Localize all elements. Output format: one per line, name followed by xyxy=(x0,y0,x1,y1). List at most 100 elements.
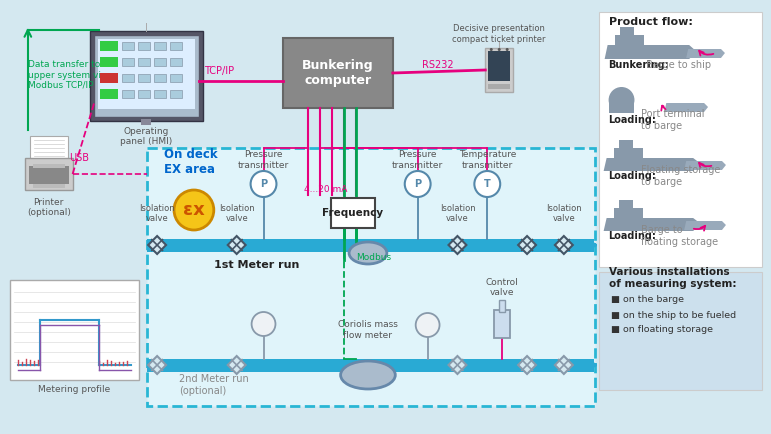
Polygon shape xyxy=(148,356,166,374)
Bar xyxy=(170,42,182,50)
Text: ■ on the ship to be fueled: ■ on the ship to be fueled xyxy=(611,310,736,319)
Bar xyxy=(147,148,594,406)
Bar xyxy=(100,89,118,99)
Bar xyxy=(618,140,634,150)
Text: Modbus: Modbus xyxy=(356,253,391,262)
Bar xyxy=(100,57,118,67)
Bar xyxy=(147,239,594,252)
Text: Data transfer to
upper system via
Modbus TCP/IP: Data transfer to upper system via Modbus… xyxy=(28,60,106,90)
Text: ■ on the barge: ■ on the barge xyxy=(611,296,684,305)
Circle shape xyxy=(416,313,439,337)
Polygon shape xyxy=(449,356,466,374)
Text: P: P xyxy=(260,179,267,189)
Bar xyxy=(100,41,118,51)
Polygon shape xyxy=(684,221,726,230)
Bar xyxy=(100,73,118,83)
Bar xyxy=(614,35,645,47)
Circle shape xyxy=(490,48,493,51)
Bar xyxy=(598,272,762,390)
Text: Metering profile: Metering profile xyxy=(39,385,111,395)
Text: Product flow:: Product flow: xyxy=(608,17,692,27)
FancyArrowPatch shape xyxy=(699,51,713,56)
Bar xyxy=(488,84,510,89)
Bar xyxy=(29,166,69,184)
Circle shape xyxy=(498,48,500,51)
Text: Various installations
of measuring system:: Various installations of measuring syste… xyxy=(608,267,736,289)
Bar xyxy=(348,241,388,249)
Polygon shape xyxy=(449,236,466,254)
Bar xyxy=(33,184,65,188)
Bar xyxy=(485,48,513,92)
Polygon shape xyxy=(518,236,536,254)
Bar xyxy=(138,58,150,66)
Bar xyxy=(284,38,392,108)
Text: Printer
(optional): Printer (optional) xyxy=(27,198,71,217)
Text: Frequency: Frequency xyxy=(322,208,384,218)
Bar xyxy=(170,58,182,66)
Text: Isolation
valve: Isolation valve xyxy=(219,204,254,223)
Text: Barge to
floating storage: Barge to floating storage xyxy=(641,225,719,247)
Polygon shape xyxy=(227,236,246,254)
Bar xyxy=(154,42,166,50)
Text: Control
valve: Control valve xyxy=(486,278,519,297)
Text: Isolation
valve: Isolation valve xyxy=(140,204,175,223)
Bar xyxy=(614,148,644,160)
Text: Loading:: Loading: xyxy=(608,171,656,181)
Polygon shape xyxy=(148,236,166,254)
Bar xyxy=(154,90,166,98)
Bar xyxy=(95,35,199,117)
Text: 4...20 mA: 4...20 mA xyxy=(305,185,348,194)
FancyArrowPatch shape xyxy=(662,105,665,111)
Polygon shape xyxy=(604,218,701,231)
Bar xyxy=(614,208,644,220)
Text: Temperature
transmitter: Temperature transmitter xyxy=(459,150,516,170)
Polygon shape xyxy=(518,356,536,374)
Polygon shape xyxy=(555,236,573,254)
Text: RS232: RS232 xyxy=(422,60,453,70)
Bar xyxy=(25,158,72,190)
Text: ■ on floating storage: ■ on floating storage xyxy=(611,326,712,335)
Bar xyxy=(598,12,762,267)
Text: Isolation
valve: Isolation valve xyxy=(546,204,581,223)
Circle shape xyxy=(405,171,430,197)
Polygon shape xyxy=(684,161,726,170)
Text: T: T xyxy=(484,179,490,189)
Polygon shape xyxy=(227,356,246,374)
Circle shape xyxy=(174,190,214,230)
Bar xyxy=(499,300,505,312)
Text: TCP/IP: TCP/IP xyxy=(204,66,234,76)
Circle shape xyxy=(474,171,500,197)
Polygon shape xyxy=(604,158,701,171)
Bar xyxy=(608,100,635,113)
Bar xyxy=(10,280,140,380)
Bar xyxy=(147,359,594,372)
Text: 2nd Meter run
(optional): 2nd Meter run (optional) xyxy=(179,374,249,396)
Bar xyxy=(141,119,151,125)
Text: P: P xyxy=(414,179,421,189)
Bar xyxy=(340,361,396,369)
FancyArrowPatch shape xyxy=(694,226,705,230)
Text: Pressure
transmitter: Pressure transmitter xyxy=(392,150,443,170)
Text: Loading:: Loading: xyxy=(608,115,656,125)
Bar xyxy=(138,90,150,98)
Bar xyxy=(99,39,195,109)
Circle shape xyxy=(608,87,635,113)
Bar xyxy=(170,90,182,98)
Text: Barge to ship: Barge to ship xyxy=(646,60,712,70)
Bar xyxy=(30,136,68,161)
Text: Floating storage
to barge: Floating storage to barge xyxy=(641,165,721,187)
FancyArrowPatch shape xyxy=(699,163,712,168)
Polygon shape xyxy=(665,103,708,112)
Bar xyxy=(33,164,65,168)
Bar xyxy=(90,31,203,121)
Bar xyxy=(123,42,134,50)
Ellipse shape xyxy=(349,242,387,264)
Text: On deck
EX area: On deck EX area xyxy=(164,148,217,176)
Bar xyxy=(494,310,510,338)
Bar xyxy=(138,42,150,50)
Circle shape xyxy=(251,312,275,336)
Text: Port terminal
to barge: Port terminal to barge xyxy=(641,109,705,131)
Bar xyxy=(488,51,510,81)
Text: Loading:: Loading: xyxy=(608,231,656,241)
Text: Bunkering:: Bunkering: xyxy=(608,60,669,70)
